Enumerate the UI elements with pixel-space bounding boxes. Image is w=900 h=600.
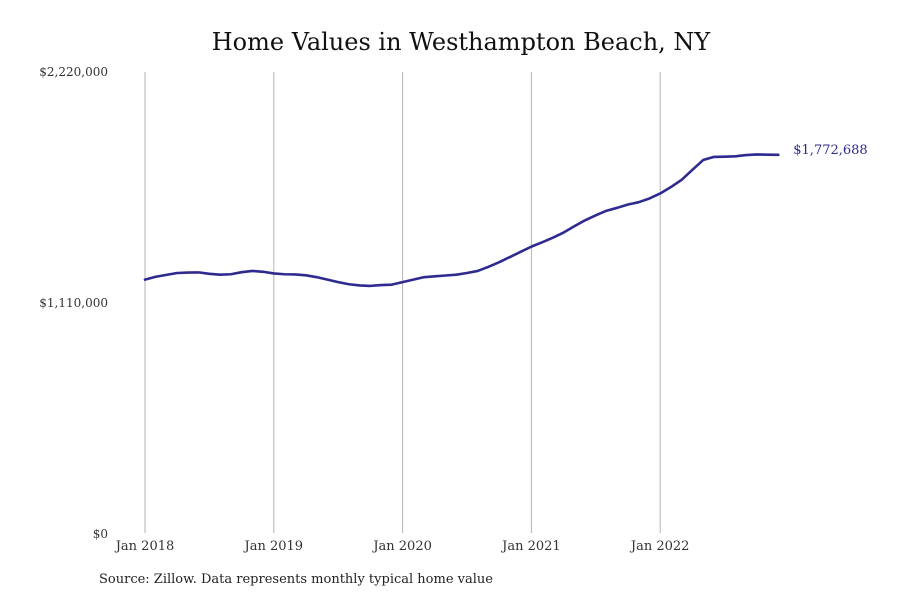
y-tick-label-mid: $1,110,000 (39, 296, 108, 310)
x-tick-label: Jan 2022 (629, 539, 690, 554)
x-tick-label: Jan 2018 (114, 539, 175, 554)
end-value-label: $1,772,688 (793, 143, 867, 158)
y-tick-label-zero: $0 (93, 527, 108, 541)
x-tick-label: Jan 2021 (500, 539, 561, 554)
grid-lines (144, 72, 661, 533)
x-tick-label: Jan 2019 (243, 539, 304, 554)
x-tick-label: Jan 2020 (371, 539, 432, 554)
source-note: Source: Zillow. Data represents monthly … (99, 572, 493, 587)
series-line (143, 153, 780, 288)
x-tick-labels: Jan 2018 Jan 2019 Jan 2020 Jan 2021 Jan 2022 (114, 539, 690, 554)
series-points (144, 153, 780, 287)
chart-title: Home Values in Westhampton Beach, NY (212, 28, 712, 56)
y-tick-label-top: $2,220,000 (39, 65, 108, 79)
